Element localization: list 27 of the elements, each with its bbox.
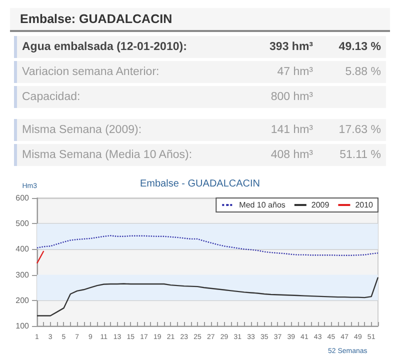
y-tick-label: 600: [16, 194, 30, 202]
text: 408 hm³: [270, 149, 313, 161]
line-series: [36, 235, 379, 256]
text: Embalse: GUADALCACIN: [10, 8, 390, 32]
text: Capacidad:: [22, 91, 82, 103]
chart-title: Embalse - GUADALCACIN: [140, 178, 260, 190]
text: Misma Semana (Media 10 Años):: [22, 149, 194, 161]
legend-label: 2010: [355, 200, 374, 210]
text: Misma Semana (2009):: [22, 124, 143, 136]
text: 47 hm³: [276, 66, 313, 78]
legend-label: 2009: [311, 200, 330, 210]
text: 393 hm³: [268, 41, 313, 53]
text: 49.13 %: [338, 41, 381, 53]
text: 5.88 %: [344, 66, 381, 78]
y-tick-label: 200: [16, 296, 30, 305]
text: Variacion semana Anterior:: [22, 66, 160, 78]
text: 17.63 %: [338, 124, 381, 136]
text: 141 hm³: [270, 124, 313, 136]
line-series: [36, 276, 379, 316]
y-tick-label: 100: [16, 322, 30, 330]
legend-label: Med 10 años: [239, 200, 286, 210]
y-tick-label: 500: [16, 219, 30, 228]
text: Agua embalsada (12-01-2010):: [22, 41, 188, 53]
y-tick-label: 400: [16, 244, 30, 254]
text: 800 hm³: [270, 91, 313, 103]
text: 51.11 %: [338, 149, 381, 161]
y-tick-label: 300: [16, 270, 30, 280]
